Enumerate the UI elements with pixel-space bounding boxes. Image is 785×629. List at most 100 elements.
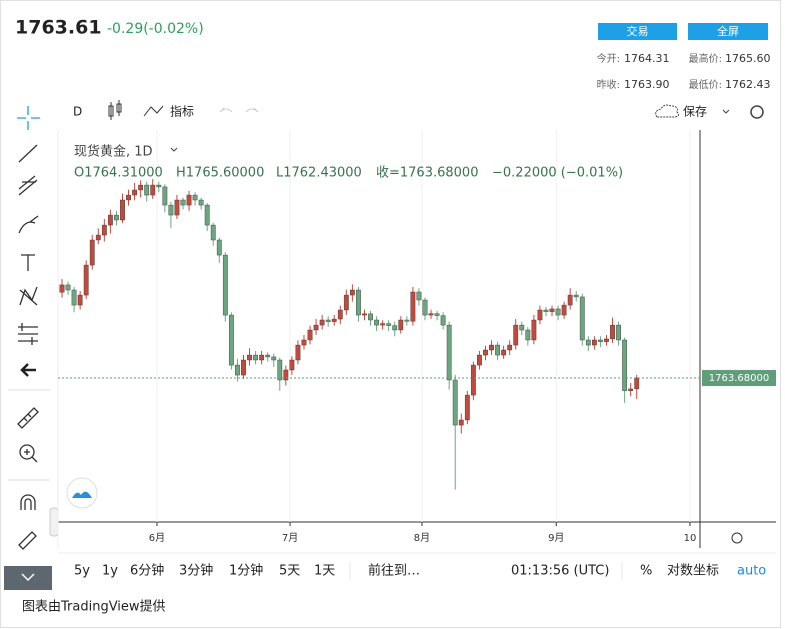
candle-body xyxy=(531,319,537,341)
pattern-tool[interactable] xyxy=(19,286,38,306)
range-button[interactable]: 6分钟 xyxy=(130,563,164,579)
x-tick-label: 7月 xyxy=(282,532,298,544)
fullscreen-button-label[interactable]: 全屏 xyxy=(717,24,739,38)
percent-button[interactable]: % xyxy=(640,564,652,579)
candle-body xyxy=(398,319,404,331)
trade-button[interactable] xyxy=(598,23,677,40)
crosshair-tool[interactable] xyxy=(17,106,40,130)
tv-logo-glyph[interactable] xyxy=(72,491,92,498)
candle-body xyxy=(307,329,313,341)
candle-body xyxy=(132,189,137,196)
axis-settings[interactable] xyxy=(731,532,743,544)
candle-body xyxy=(204,204,210,226)
candle-body xyxy=(604,338,609,342)
legend-low: L1762.43000 xyxy=(276,166,362,181)
range-button[interactable]: 1分钟 xyxy=(229,563,263,579)
brush-tool[interactable] xyxy=(18,215,39,234)
hide-tool-glyph[interactable] xyxy=(21,573,35,582)
candle-body xyxy=(628,388,634,391)
stat-value: 1764.31 xyxy=(624,52,670,65)
toolbar-collapse[interactable] xyxy=(49,507,59,537)
candle-body xyxy=(144,184,150,196)
candle-body xyxy=(483,349,488,356)
trade-button-label[interactable]: 交易 xyxy=(627,24,649,38)
candle-body xyxy=(277,359,283,381)
zoom-tool[interactable] xyxy=(19,444,35,460)
indicator-button[interactable]: 指标 xyxy=(170,104,194,119)
price: 1763.61 xyxy=(15,17,102,39)
footer: 图表由TradingView提供 xyxy=(22,599,166,615)
candle-body xyxy=(114,214,119,221)
stat-value: 1762.43 xyxy=(725,78,771,91)
save-button[interactable]: 保存 xyxy=(683,105,707,119)
legend-open: O1764.31000 xyxy=(74,166,163,181)
magnet-tool[interactable] xyxy=(20,494,36,510)
candle-body xyxy=(337,309,343,320)
range-button[interactable]: 5天 xyxy=(279,564,300,579)
fullscreen-button[interactable] xyxy=(688,23,768,40)
candle-body xyxy=(422,299,428,316)
last-price-tag xyxy=(702,370,776,387)
candle-icon[interactable] xyxy=(108,100,122,120)
candle-body xyxy=(162,186,168,206)
range-button[interactable]: 1天 xyxy=(314,564,335,579)
candle-body xyxy=(585,339,591,346)
candle-body xyxy=(579,296,585,341)
log-button[interactable]: 对数坐标 xyxy=(667,564,719,579)
goto-button[interactable]: 前往到… xyxy=(368,563,420,579)
stat-label: 昨收: xyxy=(597,78,620,91)
zoom-tool-glyph[interactable] xyxy=(24,449,38,463)
line-tool[interactable] xyxy=(18,144,38,163)
candle-body xyxy=(241,359,246,376)
auto-button[interactable]: auto xyxy=(737,564,766,579)
measure-tool[interactable] xyxy=(18,323,38,345)
x-tick-label: 9月 xyxy=(548,532,564,544)
candle-body xyxy=(634,377,640,390)
candle-body xyxy=(283,369,289,381)
candle-body xyxy=(555,308,561,316)
tv-logo[interactable] xyxy=(66,477,98,509)
candle-body xyxy=(470,364,476,396)
candle-body xyxy=(525,329,531,341)
candle-body xyxy=(622,339,628,391)
candle-body xyxy=(386,323,392,326)
redo[interactable] xyxy=(245,107,259,113)
candle-body xyxy=(186,194,192,206)
save-menu[interactable] xyxy=(722,109,730,114)
candle-body xyxy=(222,254,228,316)
candle-body xyxy=(265,354,271,358)
range-button[interactable]: 1y xyxy=(102,564,118,579)
candle-body xyxy=(210,224,216,241)
range-button[interactable]: 3分钟 xyxy=(179,563,213,579)
lock-draw-tool[interactable] xyxy=(18,531,37,550)
legend-symbol: 现货黄金, 1D xyxy=(74,144,153,160)
candle-body xyxy=(59,284,65,293)
undo[interactable] xyxy=(219,107,233,113)
candle-body xyxy=(168,204,174,216)
fib-tool[interactable] xyxy=(18,175,38,196)
cloud-icon[interactable] xyxy=(655,104,680,118)
stat-label: 最低价: xyxy=(689,78,722,91)
candle-body xyxy=(331,318,337,322)
candle-body xyxy=(192,194,198,201)
hide-tool[interactable] xyxy=(4,566,52,590)
back-tool[interactable] xyxy=(20,363,36,377)
indicator-icon[interactable] xyxy=(143,105,164,117)
ruler-tool[interactable] xyxy=(17,407,39,429)
text-tool[interactable] xyxy=(21,254,35,271)
range-button[interactable]: 5y xyxy=(74,564,90,579)
candle-body xyxy=(247,354,252,361)
candle-body xyxy=(561,304,567,316)
settings-icon[interactable] xyxy=(750,105,764,119)
plot: 6月 7月 8月 9月 10 1763.68000 xyxy=(58,130,776,544)
last-price-label: 1763.68000 xyxy=(709,373,769,384)
candle-body xyxy=(495,344,500,356)
legend-menu[interactable] xyxy=(170,147,178,152)
interval-button[interactable]: D xyxy=(73,105,82,119)
candle-body xyxy=(537,309,543,321)
range-bar: 5y 1y 6分钟 3分钟 1分钟 5天 1天 xyxy=(74,563,335,579)
candle-body xyxy=(616,324,621,341)
candle-body xyxy=(180,199,186,206)
